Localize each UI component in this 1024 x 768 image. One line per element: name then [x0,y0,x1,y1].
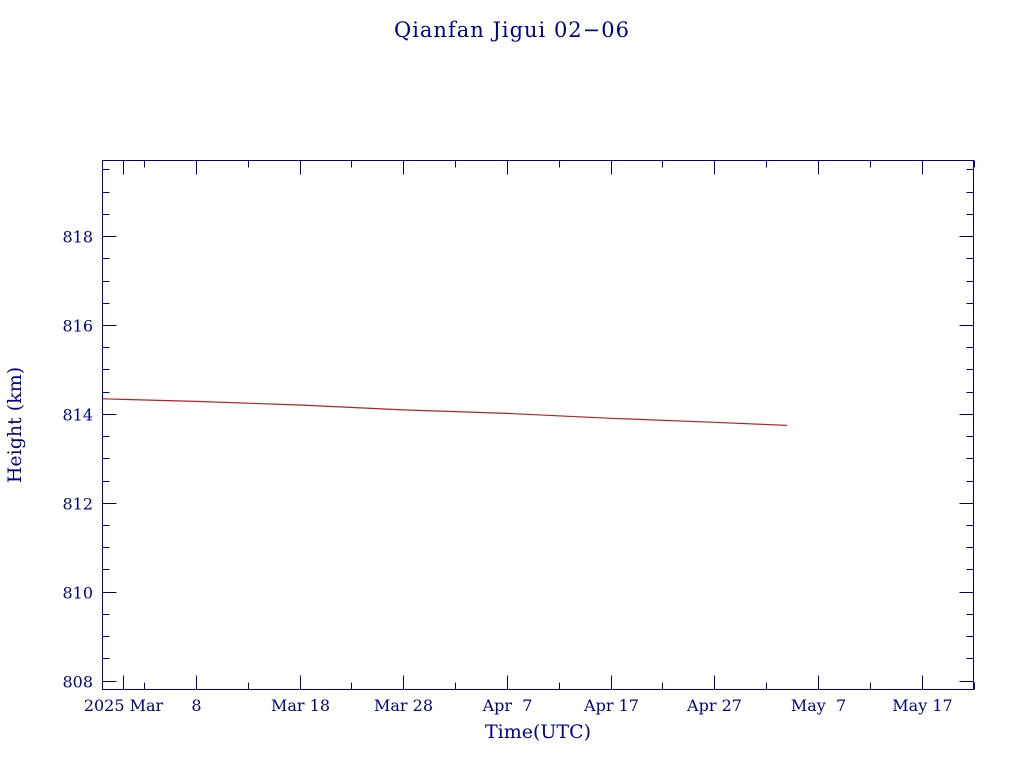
x-tick-label: May 17 [892,696,952,715]
x-tick-label: 2025 Mar [84,696,164,715]
y-tick-label: 810 [62,584,93,603]
height-series-line [102,398,787,426]
x-axis-label: Time(UTC) [485,721,591,743]
series-layer [102,398,787,426]
x-tick-label: 8 [191,696,201,715]
y-axis-label: Height (km) [4,367,26,483]
axis-ticks [102,160,975,690]
x-tick-label: Apr 7 [482,696,533,715]
y-tick-label: 814 [62,406,93,425]
x-tick-label: Apr 27 [686,696,742,715]
x-tick-label: Mar 28 [374,696,433,715]
y-tick-label: 818 [62,228,93,247]
plot-frame [102,160,974,690]
y-tick-label: 812 [62,495,93,514]
chart-title: Qianfan Jigui 02−06 [394,18,630,42]
y-tick-labels: 808 810 812 814 816 818 [62,228,93,692]
x-tick-label: Apr 17 [583,696,639,715]
x-tick-label: Mar 18 [271,696,330,715]
x-tick-label: May 7 [791,696,846,715]
y-tick-label: 816 [62,317,93,336]
x-tick-labels: 2025 Mar 8 Mar 18 Mar 28 Apr 7 Apr 17 Apr 27 Ma… [84,696,953,715]
y-tick-label: 808 [62,673,93,692]
